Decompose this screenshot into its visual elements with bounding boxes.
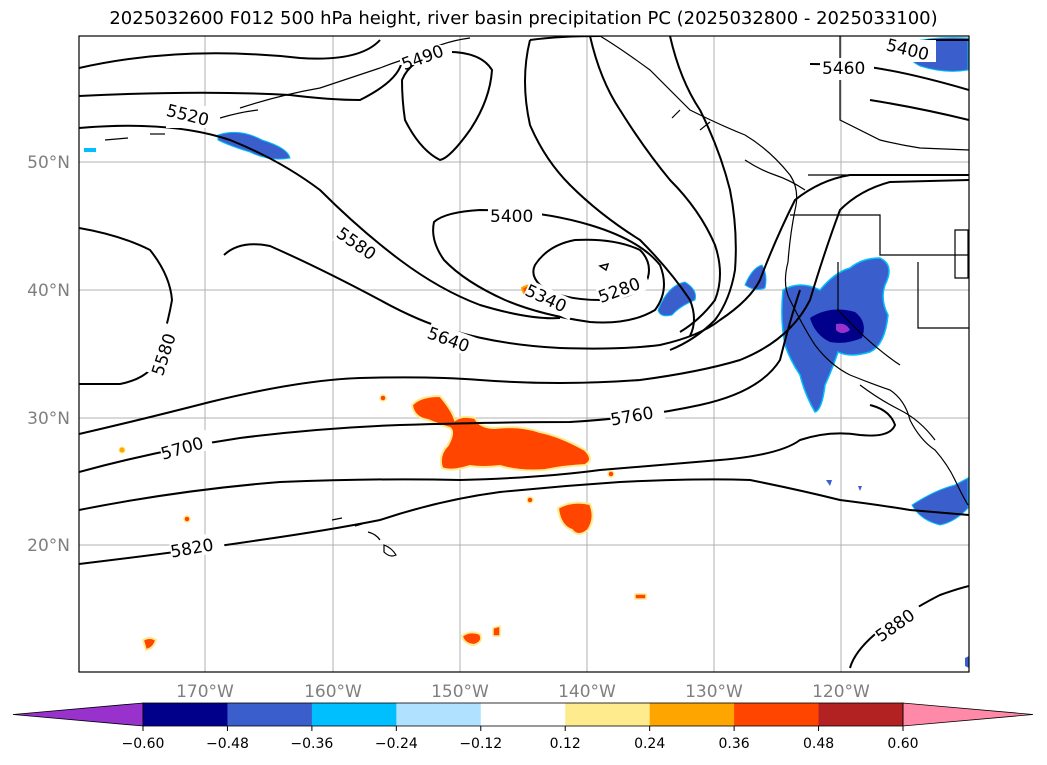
lon-label-140w: 140°W — [558, 682, 616, 702]
contour-label-5400: 5400 — [490, 207, 533, 227]
contour-label-5460: 5460 — [822, 59, 865, 79]
colorbar-extend-high — [902, 702, 1034, 727]
lon-label-150w: 150°W — [431, 682, 489, 702]
colorbar-tick-label: −0.24 — [375, 736, 418, 752]
colorbar-tick-label: 0.12 — [550, 736, 581, 752]
longitude-labels: 170°W 160°W 150°W 140°W 130°W 120°W — [176, 682, 870, 702]
colorbar-segment — [311, 703, 397, 726]
lon-label-120w: 120°W — [812, 682, 870, 702]
colorbar-outline — [142, 702, 904, 727]
lon-label-130w: 130°W — [685, 682, 743, 702]
colorbar-tick-label: 0.48 — [803, 736, 834, 752]
colorbar-segment — [649, 703, 735, 726]
colorbar-segment — [227, 703, 313, 726]
colorbar-segment — [734, 703, 820, 726]
colorbar-segment — [143, 703, 228, 726]
map-title: 2025032600 F012 500 hPa height, river ba… — [109, 8, 938, 29]
lon-label-160w: 160°W — [304, 682, 362, 702]
colorbar-segment — [396, 703, 482, 726]
colorbar-segment — [565, 703, 651, 726]
height-contours — [79, 36, 969, 669]
colorbar-segment — [818, 703, 904, 726]
lat-label-50n: 50°N — [27, 153, 70, 173]
map-frame — [78, 35, 970, 673]
colorbar: −0.60 −0.48 −0.36 −0.24 −0.12 0.12 0.24 0.36 0.4… — [12, 702, 1034, 752]
colorbar-tick-label: −0.12 — [459, 736, 502, 752]
colorbar-tick-label: −0.60 — [122, 736, 165, 752]
latitude-labels: 50°N 40°N 30°N 20°N — [27, 153, 70, 556]
colorbar-extend-low — [12, 702, 144, 727]
lat-label-30n: 30°N — [27, 409, 70, 429]
colorbar-tick-label: −0.48 — [206, 736, 249, 752]
lat-label-20n: 20°N — [27, 536, 70, 556]
colorbar-segment — [480, 703, 566, 726]
low-center-marker — [598, 262, 610, 272]
lon-label-170w: 170°W — [176, 682, 234, 702]
colorbar-tick-label: 0.36 — [719, 736, 750, 752]
colorbar-tick-label: −0.36 — [290, 736, 333, 752]
colorbar-tick-label: 0.60 — [887, 736, 918, 752]
positive-precip-regions — [118, 284, 647, 652]
lat-label-40n: 40°N — [27, 281, 70, 301]
colorbar-tick-label: 0.24 — [634, 736, 665, 752]
